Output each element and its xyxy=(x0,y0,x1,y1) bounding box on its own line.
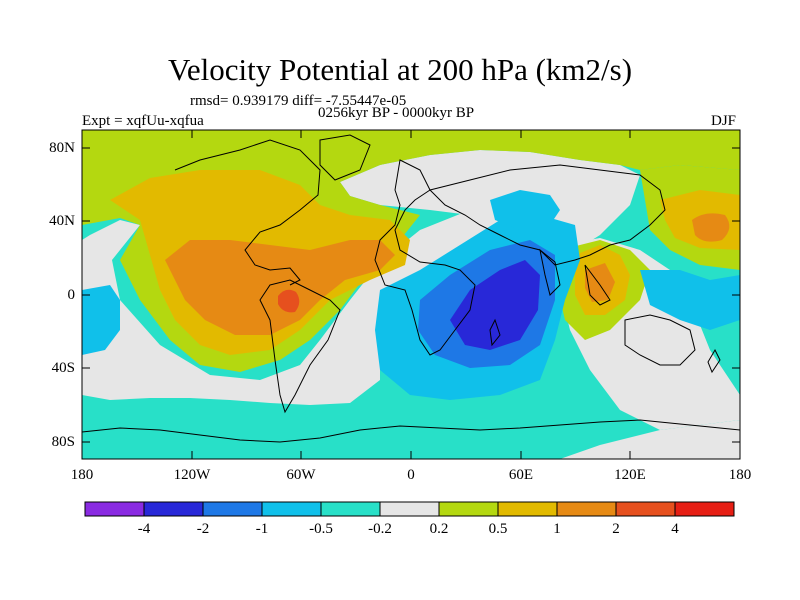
coast-eurasia xyxy=(429,164,666,266)
colorbar-swatch xyxy=(497,501,558,517)
colorbar-label: 2 xyxy=(612,521,620,537)
coast-madagascar xyxy=(489,318,501,347)
y-tick-40n: 40N xyxy=(49,213,75,229)
map-frame xyxy=(81,129,741,460)
colorbar-swatch xyxy=(202,501,263,517)
coast-new-zealand xyxy=(707,348,721,374)
colorbar-label: 0.5 xyxy=(488,521,508,537)
y-tick-0: 0 xyxy=(67,287,76,303)
coast-south-america xyxy=(259,279,341,414)
x-tick-120w: 120W xyxy=(173,467,211,483)
colorbar xyxy=(84,501,735,517)
stats-label: rmsd= 0.939179 diff= -7.55447e-05 xyxy=(190,93,407,109)
colorbar-swatch xyxy=(379,501,440,517)
y-tick-80n: 80N xyxy=(49,140,75,156)
negative-north-africa xyxy=(490,190,560,230)
coast-australia xyxy=(624,314,696,366)
colorbar-label: 4 xyxy=(671,521,679,537)
colorbar-label: 1 xyxy=(553,521,561,537)
colorbar-swatch xyxy=(320,501,381,517)
colorbar-label: -1 xyxy=(255,521,269,537)
colorbar-swatch xyxy=(143,501,204,517)
level-1-asia xyxy=(585,263,615,302)
period-label: 0256kyr BP - 0000kyr BP xyxy=(318,105,475,121)
x-tick-60e: 60E xyxy=(508,467,534,483)
season-label: DJF xyxy=(711,113,737,129)
coast-antarctica xyxy=(82,419,740,443)
level-2-americas xyxy=(278,289,300,313)
x-tick-120e: 120E xyxy=(614,467,646,483)
colorbar-swatch xyxy=(556,501,617,517)
colorbar-swatch xyxy=(615,501,676,517)
colorbar-swatch xyxy=(261,501,322,517)
negative-eastern-pacific xyxy=(82,285,120,355)
colorbar-label: -0.2 xyxy=(368,521,392,537)
coast-india xyxy=(539,248,561,296)
colorbar-label: -2 xyxy=(196,521,210,537)
negative-western-pacific xyxy=(640,270,740,330)
x-tick-0: 0 xyxy=(407,467,415,483)
x-tick-180w: 180 xyxy=(70,467,94,483)
coast-greenland xyxy=(319,134,371,181)
experiment-label: Expt = xqfUu-xqfua xyxy=(82,113,204,129)
colorbar-label: -4 xyxy=(137,521,151,537)
coast-europe-africa xyxy=(374,159,476,356)
colorbar-swatch xyxy=(674,501,735,517)
coast-north-america xyxy=(174,139,321,286)
colorbar-swatch xyxy=(84,501,145,517)
neutral-southern-ocean xyxy=(560,420,740,459)
map-title: Velocity Potential at 200 hPa (km2/s) xyxy=(167,52,633,87)
level-1-americas xyxy=(165,240,395,335)
y-tick-80s: 80S xyxy=(51,434,75,450)
colorbar-label: 0.2 xyxy=(429,521,449,537)
colorbar-swatch xyxy=(438,501,499,517)
level-neg2-indian-ocean xyxy=(450,260,540,350)
colorbar-label: -0.5 xyxy=(309,521,333,537)
contour-field xyxy=(82,130,740,459)
x-tick-60w: 60W xyxy=(286,467,316,483)
level-1-northwest-pacific xyxy=(692,213,730,242)
y-tick-40s: 40S xyxy=(51,360,75,376)
x-tick-180e: 180 xyxy=(728,467,752,483)
coastlines xyxy=(82,134,740,443)
coast-southeast-asia xyxy=(584,264,611,306)
